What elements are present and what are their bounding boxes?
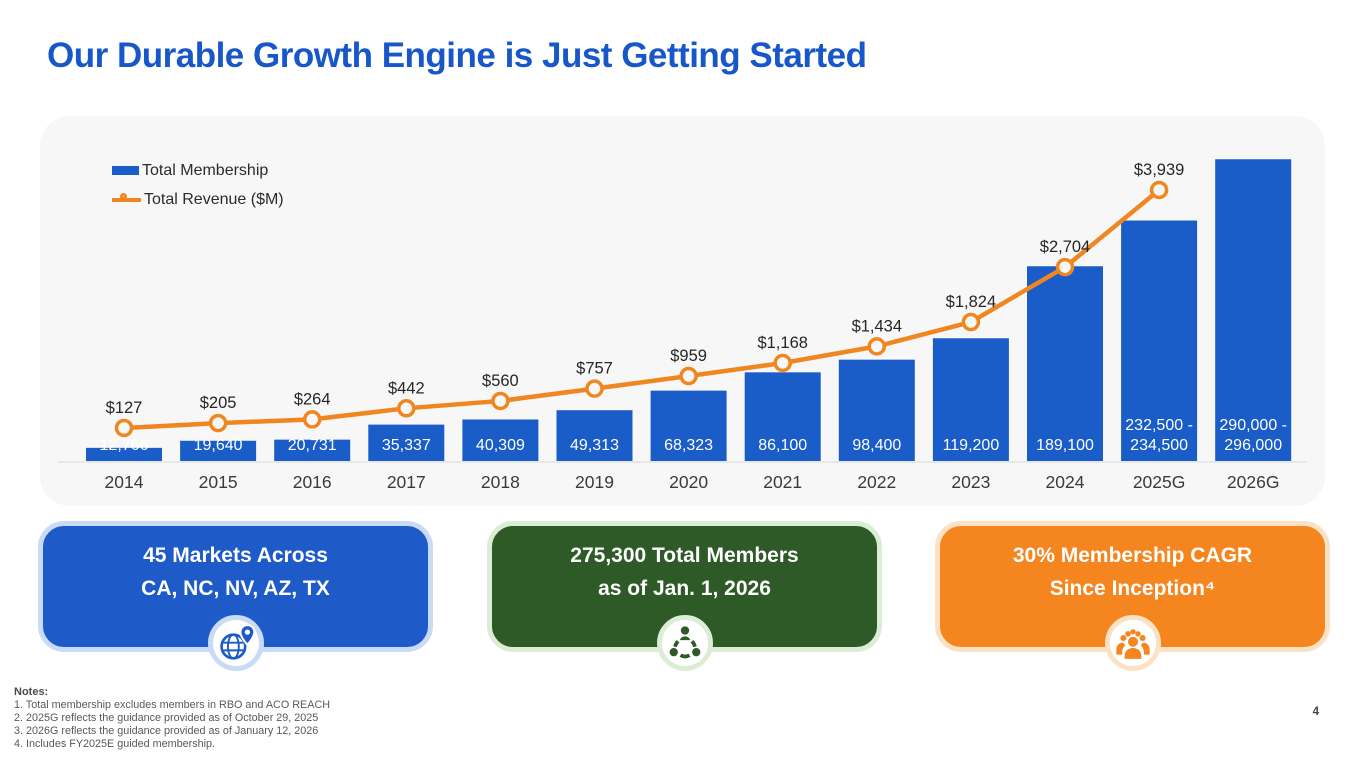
- x-tick-2020: 2020: [669, 472, 708, 492]
- callout-cagr-line2: Since Inception⁴: [1049, 577, 1216, 600]
- revenue-label-2017: $442: [388, 379, 425, 397]
- growth-chart-card: 12,766 2014 19,640 2015 20,731 2016 35,337 2017…: [40, 116, 1325, 506]
- notes-heading: Notes:: [14, 686, 49, 698]
- revenue-marker-2015: [208, 413, 228, 433]
- x-tick-2026G: 2026G: [1227, 472, 1280, 492]
- bar-label-2026G: 290,000 -296,000: [1219, 417, 1287, 454]
- revenue-label-2020: $959: [670, 347, 707, 365]
- revenue-marker-2019: [585, 379, 604, 398]
- globe-pin-icon: [207, 615, 264, 671]
- x-tick-2025G: 2025G: [1133, 472, 1186, 492]
- callout-members-line1: 275,300 Total Members: [570, 544, 799, 567]
- bar-label-2014: 12,766: [100, 437, 149, 454]
- revenue-marker-2023: [961, 312, 981, 332]
- revenue-marker-2021: [773, 353, 792, 373]
- footnotes: Notes: 1. Total membership excludes memb…: [14, 686, 330, 751]
- revenue-label-2025G: $3,939: [1134, 161, 1184, 179]
- callout-cagr-line1: 30% Membership CAGR: [1012, 544, 1253, 567]
- revenue-label-2023: $1,824: [946, 293, 996, 311]
- x-tick-2016: 2016: [293, 472, 332, 492]
- chart-legend: Total Membership Total Revenue ($M): [112, 156, 284, 214]
- x-tick-2024: 2024: [1046, 472, 1085, 492]
- x-tick-2018: 2018: [481, 472, 520, 492]
- bar-2024: [1027, 266, 1103, 461]
- slide-title: Our Durable Growth Engine is Just Gettin…: [47, 36, 867, 75]
- bar-2018: [462, 419, 539, 461]
- bar-label-2017: 35,337: [382, 437, 431, 454]
- bar-2014: [86, 447, 162, 461]
- bar-label-2023: 119,200: [943, 437, 1000, 454]
- note-line-3: 3. 2026G reflects the guidance provided …: [14, 725, 319, 737]
- bar-2026G: [1215, 159, 1292, 461]
- revenue-label-2018: $560: [482, 372, 519, 390]
- callout-members-line2: as of Jan. 1, 2026: [598, 577, 771, 600]
- callout-members: 275,300 Total Members as of Jan. 1, 2026: [487, 521, 882, 671]
- revenue-marker-2016: [302, 410, 322, 429]
- note-line-4: 4. Includes FY2025E guided membership.: [14, 738, 216, 750]
- community-icon: [656, 615, 713, 671]
- revenue-label-2016: $264: [294, 390, 331, 408]
- bar-2020: [650, 390, 727, 461]
- legend-item-revenue: Total Revenue ($M): [112, 185, 284, 214]
- revenue-label-2024: $2,704: [1040, 238, 1090, 256]
- bar-label-2021: 86,100: [758, 437, 807, 454]
- line-swatch-icon: [112, 192, 141, 202]
- bar-label-2019: 49,313: [570, 437, 619, 454]
- callout-cagr: 30% Membership CAGR Since Inception⁴: [935, 521, 1330, 671]
- revenue-label-2019: $757: [576, 360, 613, 378]
- revenue-marker-2024: [1055, 257, 1075, 277]
- bar-2021: [744, 372, 821, 461]
- revenue-label-2014: $127: [106, 399, 143, 417]
- legend-label-membership: Total Membership: [142, 161, 269, 179]
- x-tick-2014: 2014: [105, 472, 144, 492]
- legend-label-revenue: Total Revenue ($M): [144, 190, 284, 208]
- revenue-marker-2022: [867, 337, 887, 356]
- revenue-label-2022: $1,434: [852, 317, 902, 335]
- revenue-label-2015: $205: [200, 394, 237, 412]
- callout-markets: 45 Markets Across CA, NC, NV, AZ, TX: [38, 521, 433, 671]
- page-number: 4: [1312, 706, 1319, 718]
- bar-2016: [274, 439, 351, 461]
- x-tick-2022: 2022: [857, 472, 896, 492]
- revenue-marker-2014: [114, 418, 134, 438]
- bar-2015: [180, 440, 257, 461]
- bar-label-2024: 189,100: [1036, 437, 1094, 454]
- revenue-line: [121, 187, 1162, 431]
- revenue-marker-2017: [397, 399, 416, 418]
- revenue-marker-2020: [679, 366, 698, 386]
- x-tick-2019: 2019: [575, 472, 614, 492]
- bar-2025G: [1121, 220, 1198, 461]
- note-line-2: 2. 2025G reflects the guidance provided …: [14, 712, 319, 724]
- callout-markets-line2: CA, NC, NV, AZ, TX: [141, 577, 330, 600]
- bar-swatch-icon: [112, 166, 139, 175]
- x-tick-2015: 2015: [199, 472, 238, 492]
- people-group-icon: [1104, 615, 1161, 671]
- x-tick-2017: 2017: [387, 472, 426, 492]
- bar-2022: [838, 359, 915, 461]
- bar-label-2020: 68,323: [664, 437, 713, 454]
- membership-revenue-chart: 12,766 2014 19,640 2015 20,731 2016 35,337 2017…: [58, 159, 1307, 492]
- x-tick-2021: 2021: [763, 472, 802, 492]
- bar-2017: [368, 424, 445, 461]
- bar-label-2022: 98,400: [852, 437, 901, 454]
- bar-label-2025G: 232,500 -234,500: [1125, 417, 1193, 454]
- revenue-marker-2018: [491, 391, 510, 411]
- revenue-marker-2025G: [1149, 180, 1169, 200]
- bar-label-2018: 40,309: [476, 437, 525, 454]
- bar-2023: [932, 338, 1009, 461]
- bar-label-2015: 19,640: [194, 437, 243, 454]
- bar-label-2016: 20,731: [288, 437, 337, 454]
- legend-item-membership: Total Membership: [112, 156, 284, 185]
- x-tick-2023: 2023: [951, 472, 990, 492]
- bar-2019: [556, 410, 633, 461]
- callout-markets-line1: 45 Markets Across: [143, 544, 328, 567]
- note-line-1: 1. Total membership excludes members in …: [14, 699, 331, 711]
- revenue-label-2021: $1,168: [757, 334, 807, 352]
